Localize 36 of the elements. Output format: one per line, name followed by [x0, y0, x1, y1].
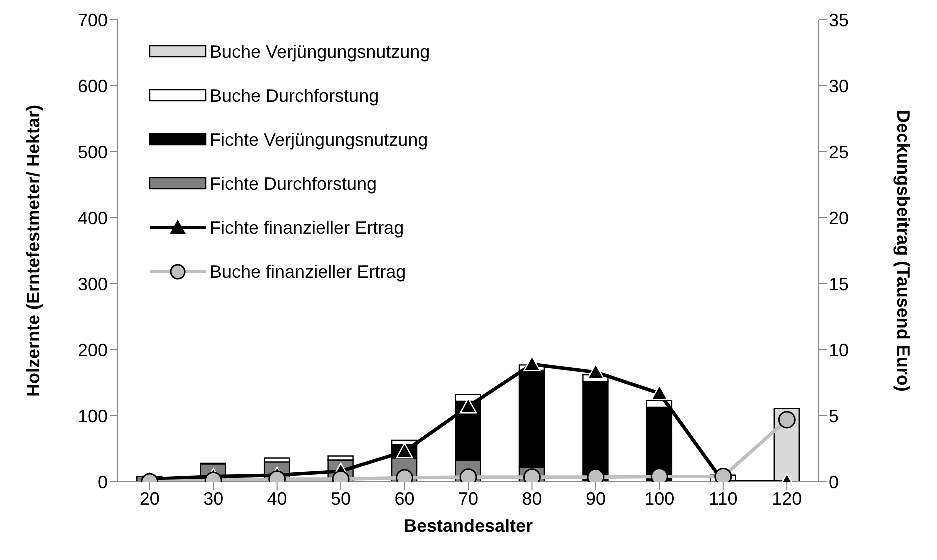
x-tick-label: 80 — [522, 488, 542, 509]
y-tick-label: 0 — [98, 472, 108, 492]
x-tick-label: 30 — [204, 488, 224, 509]
y-tick-label: 300 — [78, 274, 108, 294]
x-tick-label: 90 — [586, 488, 606, 509]
x-tick-label: 70 — [458, 488, 479, 509]
y2-tick-label: 25 — [829, 142, 850, 162]
legend-label: Buche Durchforstung — [210, 86, 380, 106]
y2-tick-label: 5 — [829, 406, 840, 426]
legend-label: Buche Verjüngungsnutzung — [210, 42, 430, 62]
y-tick-label: 500 — [78, 142, 108, 162]
x-tick-label: 100 — [644, 488, 675, 509]
legend-label: Buche finanzieller Ertrag — [210, 262, 406, 282]
y2-tick-label: 35 — [829, 10, 850, 30]
y-tick-label: 700 — [78, 10, 108, 30]
legend-label: Fichte finanzieller Ertrag — [210, 218, 404, 238]
legend-label: Fichte Verjüngungsnutzung — [210, 130, 428, 150]
x-tick-label: 110 — [709, 488, 738, 509]
y-tick-label: 200 — [78, 340, 108, 360]
y2-tick-label: 30 — [829, 76, 850, 96]
y2-axis-title: Deckungsbeitrag (Tausend Euro) — [894, 110, 914, 392]
y-tick-label: 100 — [78, 406, 108, 426]
y-tick-label: 400 — [78, 208, 108, 228]
y2-tick-label: 10 — [829, 340, 850, 360]
x-tick-label: 60 — [394, 488, 415, 509]
legend-label: Fichte Durchforstung — [210, 174, 378, 194]
x-tick-label: 20 — [140, 488, 160, 509]
x-tick-label: 50 — [331, 488, 352, 509]
y2-tick-label: 0 — [829, 472, 840, 492]
y2-tick-label: 20 — [829, 208, 850, 228]
y-axis-title: Holzernte (Erntefestmeter/ Hektar) — [23, 104, 44, 398]
x-tick-label: 120 — [772, 488, 802, 509]
x-tick-label: 40 — [267, 488, 288, 509]
y2-tick-label: 15 — [829, 274, 850, 294]
y-tick-label: 600 — [78, 76, 108, 96]
x-axis-title: Bestandesalter — [404, 516, 534, 536]
